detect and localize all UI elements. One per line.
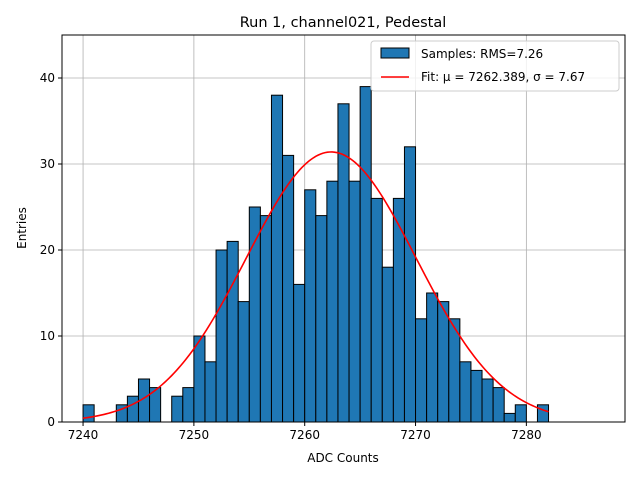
histogram-bar xyxy=(237,301,250,423)
histogram-bar xyxy=(470,369,483,423)
histogram-bar xyxy=(270,94,284,423)
x-tick-label: 7260 xyxy=(289,428,320,442)
histogram-bar xyxy=(226,240,239,423)
legend: Samples: RMS=7.26 Fit: μ = 7262.389, σ =… xyxy=(370,40,620,92)
y-axis-label: Entries xyxy=(15,207,29,249)
histogram-bar xyxy=(459,361,472,423)
histogram-bar xyxy=(282,154,295,423)
histogram-bar xyxy=(381,266,394,423)
histogram-bar xyxy=(514,404,527,423)
histogram-bar xyxy=(248,206,261,423)
x-tick-label: 7240 xyxy=(68,428,99,442)
plot-frame xyxy=(61,34,626,423)
histogram-bar xyxy=(182,387,195,423)
histogram-bar xyxy=(426,292,439,423)
gaussian-fit-curve xyxy=(82,151,549,419)
histogram-bar xyxy=(304,189,317,423)
y-tick-label: 0 xyxy=(47,415,55,429)
histogram-bar xyxy=(337,103,350,423)
x-tick-label: 7280 xyxy=(511,428,542,442)
histogram-bar xyxy=(492,387,505,423)
histogram-bar xyxy=(481,378,494,423)
histogram-bar xyxy=(348,180,361,423)
histogram-bar xyxy=(415,318,428,423)
legend-swatch-samples xyxy=(380,47,410,59)
histogram-bar xyxy=(126,395,139,423)
histogram-bar xyxy=(204,361,217,423)
histogram-bar xyxy=(403,146,417,423)
chart-title: Run 1, channel021, Pedestal xyxy=(240,15,447,31)
x-axis-label: ADC Counts xyxy=(307,451,379,465)
histogram-bar xyxy=(359,86,372,423)
histogram-bar xyxy=(437,301,450,423)
x-tick-label: 7250 xyxy=(179,428,210,442)
histogram-bar xyxy=(315,215,328,423)
histogram-bar xyxy=(193,335,206,423)
y-tick-label: 20 xyxy=(40,243,55,257)
y-axis: 0 10 20 30 40 xyxy=(40,71,62,429)
histogram-bar xyxy=(370,197,383,423)
legend-label-fit: Fit: μ = 7262.389, σ = 7.67 xyxy=(421,70,585,84)
y-tick-label: 40 xyxy=(40,71,55,85)
legend-box xyxy=(370,40,620,92)
y-tick-label: 10 xyxy=(40,329,55,343)
histogram-bar xyxy=(215,249,228,423)
y-tick-label: 30 xyxy=(40,157,55,171)
histogram-bar xyxy=(326,180,339,423)
legend-label-samples: Samples: RMS=7.26 xyxy=(421,47,543,61)
histogram-bar xyxy=(259,215,272,423)
histogram-bar xyxy=(82,404,95,423)
x-tick-label: 7270 xyxy=(400,428,431,442)
histogram-bar xyxy=(293,283,306,423)
histogram-bar xyxy=(536,404,550,423)
histogram-bar xyxy=(503,412,516,423)
x-axis: 7240 7250 7260 7270 7280 xyxy=(68,422,542,442)
histogram-bar xyxy=(171,395,184,423)
